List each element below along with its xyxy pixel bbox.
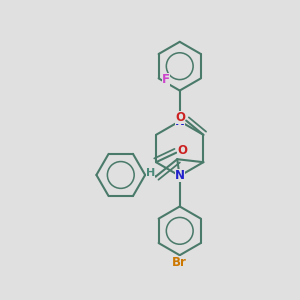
Text: F: F <box>162 73 170 86</box>
Text: N: N <box>175 169 185 182</box>
Text: N: N <box>175 115 185 128</box>
Text: Br: Br <box>172 256 187 269</box>
Text: H: H <box>146 168 155 178</box>
Text: O: O <box>175 111 185 124</box>
Text: O: O <box>177 144 187 157</box>
